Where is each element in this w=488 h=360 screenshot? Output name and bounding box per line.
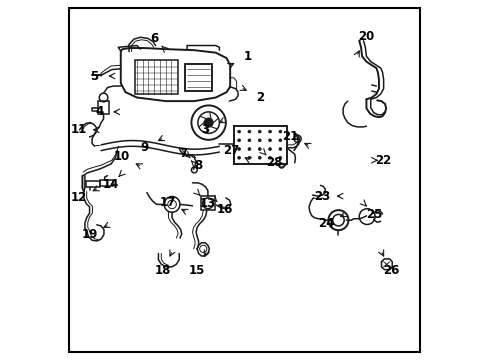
Circle shape <box>237 130 240 133</box>
Text: 20: 20 <box>358 30 374 43</box>
Text: 25: 25 <box>366 208 382 221</box>
Circle shape <box>258 156 261 159</box>
Circle shape <box>268 148 271 150</box>
Circle shape <box>268 139 271 142</box>
Circle shape <box>278 139 281 142</box>
Bar <box>233 126 286 164</box>
Text: 19: 19 <box>81 228 98 241</box>
Text: 24: 24 <box>317 217 334 230</box>
Text: 18: 18 <box>154 264 171 277</box>
Text: 12: 12 <box>71 192 87 204</box>
Text: 8: 8 <box>193 159 202 172</box>
Text: 4: 4 <box>95 105 103 118</box>
Circle shape <box>204 118 212 127</box>
Text: 17: 17 <box>159 196 175 209</box>
Bar <box>100 180 113 186</box>
Text: 13: 13 <box>200 197 216 210</box>
Text: 2: 2 <box>256 91 264 104</box>
Circle shape <box>237 139 240 142</box>
Circle shape <box>268 156 271 159</box>
Circle shape <box>258 148 261 150</box>
Text: 5: 5 <box>90 69 99 82</box>
Circle shape <box>247 139 250 142</box>
Text: 15: 15 <box>188 264 205 277</box>
Circle shape <box>247 130 250 133</box>
Text: 3: 3 <box>201 123 209 136</box>
Text: 22: 22 <box>375 154 391 167</box>
Circle shape <box>278 156 281 159</box>
Text: 16: 16 <box>216 203 232 216</box>
Text: 6: 6 <box>150 32 158 45</box>
Bar <box>135 60 178 94</box>
Bar <box>185 64 212 91</box>
Circle shape <box>247 156 250 159</box>
Text: 28: 28 <box>265 156 282 169</box>
Text: 11: 11 <box>71 123 87 136</box>
Text: 1: 1 <box>244 50 252 63</box>
Circle shape <box>247 148 250 150</box>
Circle shape <box>237 148 240 150</box>
Text: 27: 27 <box>223 144 239 157</box>
Text: 7: 7 <box>179 147 187 159</box>
Text: 14: 14 <box>102 178 119 191</box>
Text: 23: 23 <box>314 190 330 203</box>
Text: 21: 21 <box>282 130 298 143</box>
Circle shape <box>258 139 261 142</box>
Bar <box>86 181 100 187</box>
Text: 9: 9 <box>140 141 148 154</box>
Bar <box>98 101 109 114</box>
Circle shape <box>278 148 281 150</box>
Bar <box>201 196 215 211</box>
Circle shape <box>258 130 261 133</box>
Circle shape <box>237 156 240 159</box>
Bar <box>185 64 211 91</box>
Circle shape <box>268 130 271 133</box>
Circle shape <box>278 130 281 133</box>
Bar <box>185 64 212 91</box>
Text: 10: 10 <box>114 150 130 163</box>
Text: 26: 26 <box>382 264 398 277</box>
